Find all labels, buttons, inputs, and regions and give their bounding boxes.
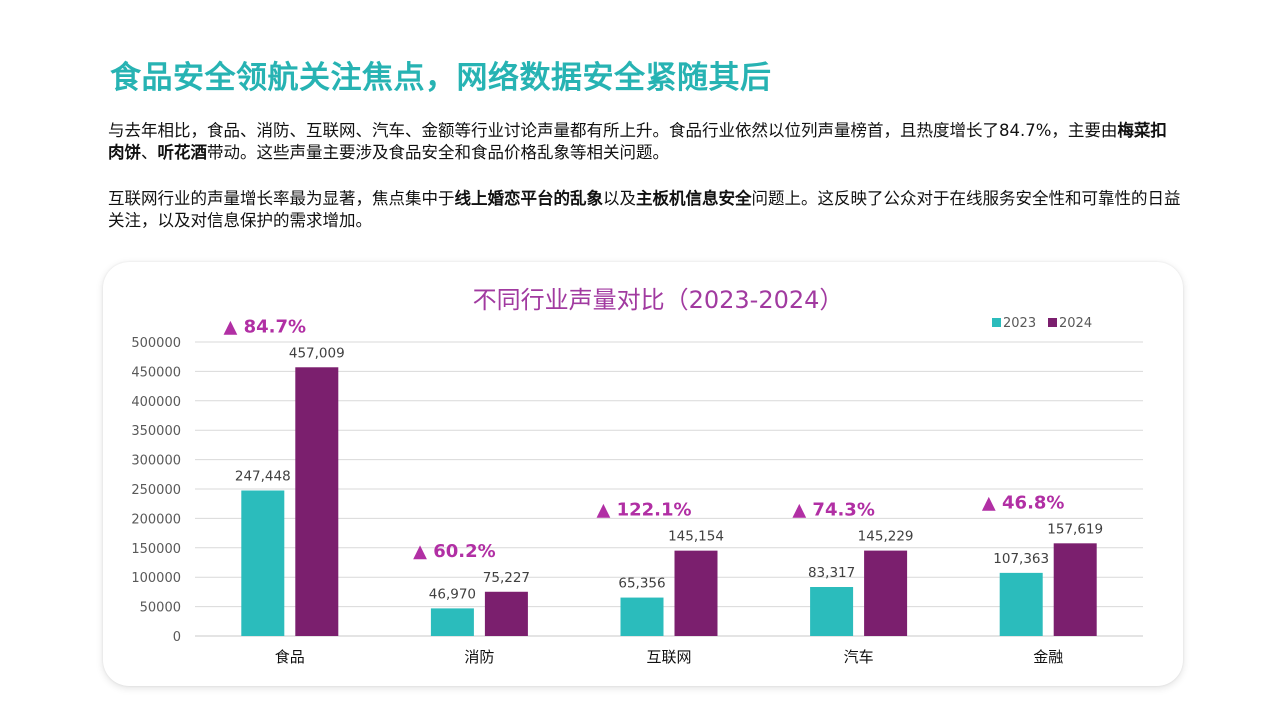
intro-paragraph-2: 互联网行业的声量增长率最为显著，焦点集中于线上婚恋平台的乱象以及主板机信息安全问…: [108, 188, 1183, 232]
growth-label: ▲ 84.7%: [224, 316, 307, 337]
bar-2024: [674, 550, 718, 636]
legend-label: 2023: [1003, 316, 1036, 331]
y-tick-label: 100000: [131, 571, 181, 586]
chart-grid: [195, 341, 1143, 637]
y-tick-label: 350000: [131, 424, 181, 439]
x-category-label: 金融: [1033, 648, 1063, 666]
y-tick-label: 250000: [131, 483, 181, 498]
legend-label: 2024: [1059, 316, 1092, 331]
bar-2024: [295, 367, 339, 636]
p2-text-2: 以及: [603, 189, 636, 208]
x-category-label: 消防: [464, 648, 494, 666]
legend-swatch: [992, 318, 1001, 327]
chart-card: 不同行业声量对比（2023-2024） 0 50000 100000 150000 20…: [103, 262, 1183, 686]
data-label-2023: 65,356: [618, 576, 665, 592]
y-axis-ticks: 0 50000 100000 150000 200000 250000 300000 3500…: [131, 336, 181, 645]
p1-highlight-2: 听花酒: [157, 143, 208, 162]
data-label-2024: 75,227: [483, 570, 530, 586]
p1-text-2: 带动。这些声量主要涉及食品安全和食品价格乱象等相关问题。: [207, 143, 669, 162]
growth-label: ▲ 60.2%: [413, 541, 496, 562]
bar-2024: [864, 550, 908, 636]
p2-text-1: 互联网行业的声量增长率最为显著，焦点集中于: [108, 189, 455, 208]
growth-label: ▲ 46.8%: [982, 492, 1065, 513]
bar-2023: [430, 608, 474, 636]
y-tick-label: 0: [173, 630, 181, 645]
data-label-2023: 247,448: [235, 469, 291, 485]
bar-2024: [1053, 543, 1097, 636]
bar-2023: [810, 587, 854, 636]
data-label-2023: 83,317: [808, 565, 855, 581]
page-title: 食品安全领航关注焦点，网络数据安全紧随其后: [110, 60, 772, 96]
x-category-label: 互联网: [646, 648, 691, 666]
bar-2024: [484, 591, 528, 636]
p2-highlight-2: 主板机信息安全: [636, 189, 752, 208]
x-axis-labels: 食品 消防 互联网 汽车 金融: [275, 648, 1063, 666]
y-tick-label: 300000: [131, 454, 181, 469]
p1-separator: 、: [141, 143, 158, 162]
p1-highlight-1: 梅菜扣肉饼: [108, 121, 1167, 162]
data-label-2024: 145,154: [668, 529, 724, 545]
data-label-2024: 145,229: [858, 529, 914, 545]
data-label-2024: 157,619: [1047, 521, 1103, 537]
bar-chart: 不同行业声量对比（2023-2024） 0 50000 100000 150000 20…: [131, 286, 1143, 666]
y-tick-label: 500000: [131, 336, 181, 351]
chart-title: 不同行业声量对比（2023-2024）: [473, 286, 844, 314]
data-label-2023: 107,363: [993, 551, 1049, 567]
data-label-2023: 46,970: [429, 586, 476, 602]
y-tick-label: 200000: [131, 512, 181, 527]
bar-2023: [620, 597, 664, 636]
y-tick-label: 50000: [140, 601, 181, 616]
chart-bars: 247,448 457,009 ▲ 84.7% 46,970 75,227 ▲ 60.2%…: [224, 316, 1103, 636]
x-category-label: 食品: [275, 648, 305, 666]
p1-text-1: 与去年相比，食品、消防、互联网、汽车、金额等行业讨论声量都有所上升。食品行业依然…: [108, 121, 1118, 140]
p2-highlight-1: 线上婚恋平台的乱象: [454, 189, 604, 208]
legend-swatch: [1048, 318, 1057, 327]
bar-2023: [241, 490, 285, 636]
data-label-2024: 457,009: [289, 345, 345, 361]
x-category-label: 汽车: [844, 648, 874, 666]
y-tick-label: 450000: [131, 365, 181, 380]
intro-paragraph-1: 与去年相比，食品、消防、互联网、汽车、金额等行业讨论声量都有所上升。食品行业依然…: [108, 120, 1183, 164]
growth-label: ▲ 74.3%: [792, 500, 875, 521]
growth-label: ▲ 122.1%: [596, 500, 691, 521]
chart-legend: 2023 2024: [992, 316, 1092, 331]
p2-text-3: 问题上。这反映了公众对于在线服务安全性和可靠性的日益关注，以及对信息保护的需求增…: [108, 189, 1181, 230]
y-tick-label: 400000: [131, 395, 181, 410]
y-tick-label: 150000: [131, 542, 181, 557]
bar-2023: [999, 572, 1043, 636]
